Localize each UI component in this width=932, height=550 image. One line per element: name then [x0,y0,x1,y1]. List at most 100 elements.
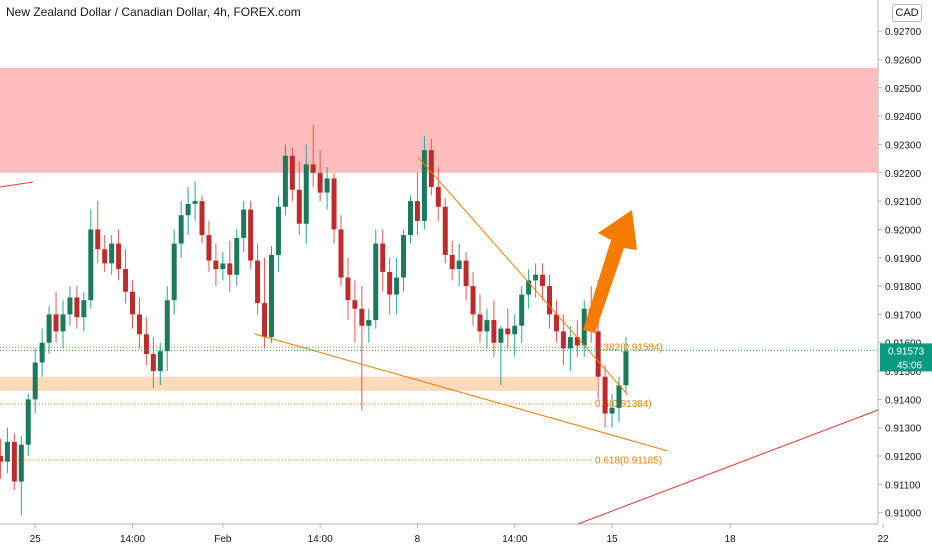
candle-body [199,201,205,236]
upper-trendline[interactable] [417,156,629,396]
candles-layer [0,124,629,516]
candle-body [220,263,226,270]
candle-body [366,320,372,326]
candle-body [567,337,573,349]
candle-body [178,215,184,244]
up-arrow-icon[interactable] [583,210,637,333]
price-tick-label: 0.91700 [885,310,922,321]
candle-body [574,337,580,346]
fib-level-label-0.5: 0.5(0.91384) [595,399,652,410]
candle-body [428,150,434,187]
candle-body [275,206,281,255]
candle-body [25,399,31,445]
price-tick-label: 0.91300 [885,424,922,435]
candle-body [540,274,546,287]
candle-body [470,286,476,315]
chart-title: New Zealand Dollar / Canadian Dollar, 4h… [6,5,301,19]
current-price-label: 0.91573 [888,346,925,357]
candle-body [338,229,344,278]
candle-body [414,201,420,221]
candle-body [11,441,17,482]
candle-body [345,277,351,301]
candle-body [213,260,219,270]
candle-body [185,203,191,216]
price-tick-label: 0.91000 [885,509,922,520]
lower-trendline[interactable] [254,333,669,452]
time-tick-label: 18 [725,534,737,545]
candle-body [136,314,142,335]
price-tick-label: 0.92000 [885,225,922,236]
price-axis[interactable]: 0.92700 0.92600 0.92500 0.92400 0.92300 0.922… [0,27,932,520]
candle-body [505,328,511,335]
candle-body [227,263,233,275]
candle-body [609,407,615,414]
candle-body [296,189,302,224]
price-tick-label: 0.91400 [885,395,922,406]
candle-body [60,314,66,332]
candle-body [449,254,455,270]
candle-body [150,354,156,372]
candle-body [282,155,288,207]
candle-body [88,229,94,301]
price-tick-label: 0.92600 [885,55,922,66]
candle-body [533,274,539,281]
time-tick-label: 15 [606,534,618,545]
price-tick-label: 0.92700 [885,27,922,38]
price-tick-label: 0.91800 [885,282,922,293]
candle-body [0,456,3,462]
candle-body [373,243,379,321]
candle-body [269,254,274,338]
supply-zone[interactable] [0,67,878,173]
candle-body [123,269,129,292]
zones-layer [0,67,878,391]
candle-body [164,300,170,352]
candle-body [95,229,101,250]
time-tick-label: 25 [30,534,42,545]
red-trendline-left[interactable] [0,181,34,188]
price-tick-label: 0.91500 [885,367,922,378]
candle-body [234,237,240,275]
candle-body [255,260,261,304]
currency-button[interactable]: CAD [892,4,922,22]
candle-body [248,209,254,261]
candle-body [241,209,247,238]
candle-body [143,334,149,355]
candle-body [526,280,532,295]
candle-body [623,351,629,386]
candle-body [547,286,552,315]
time-tick-label: 14:00 [502,534,527,545]
price-tick-label: 0.91200 [885,452,922,463]
candle-body [317,172,323,193]
candle-body [498,328,504,343]
candle-body [602,376,608,414]
time-tick-label: 14:00 [308,534,333,545]
demand-zone[interactable] [0,376,597,391]
fib-level-label-0.618: 0.618(0.91185) [595,455,662,466]
candle-body [32,362,38,400]
candle-body [394,277,400,295]
candle-body [46,314,52,343]
candle-body [387,271,393,295]
red-trendline-right[interactable] [577,409,879,525]
candle-body [560,331,566,349]
drawings-layer[interactable] [0,156,879,525]
fib-level-label-0.382: 0.382(0.91584) [595,342,663,353]
price-tick-label: 0.92500 [885,84,922,95]
candle-body [81,300,87,318]
candle-body [116,243,122,270]
time-tick-label: 14:00 [120,534,145,545]
fib-retracement-layer[interactable]: 0.382(0.91584) 0.5(0.91384) 0.618(0.91185) [0,342,663,466]
candle-body [442,206,448,255]
candle-body [18,444,24,482]
candle-body [109,243,115,264]
candle-body [39,342,45,363]
time-tick-label: 8 [415,534,421,545]
candle-body [435,186,441,207]
price-tick-label: 0.92400 [885,112,922,123]
candle-body [359,308,365,326]
candle-body [324,178,330,193]
candle-body [331,178,337,230]
candle-body [595,331,601,377]
